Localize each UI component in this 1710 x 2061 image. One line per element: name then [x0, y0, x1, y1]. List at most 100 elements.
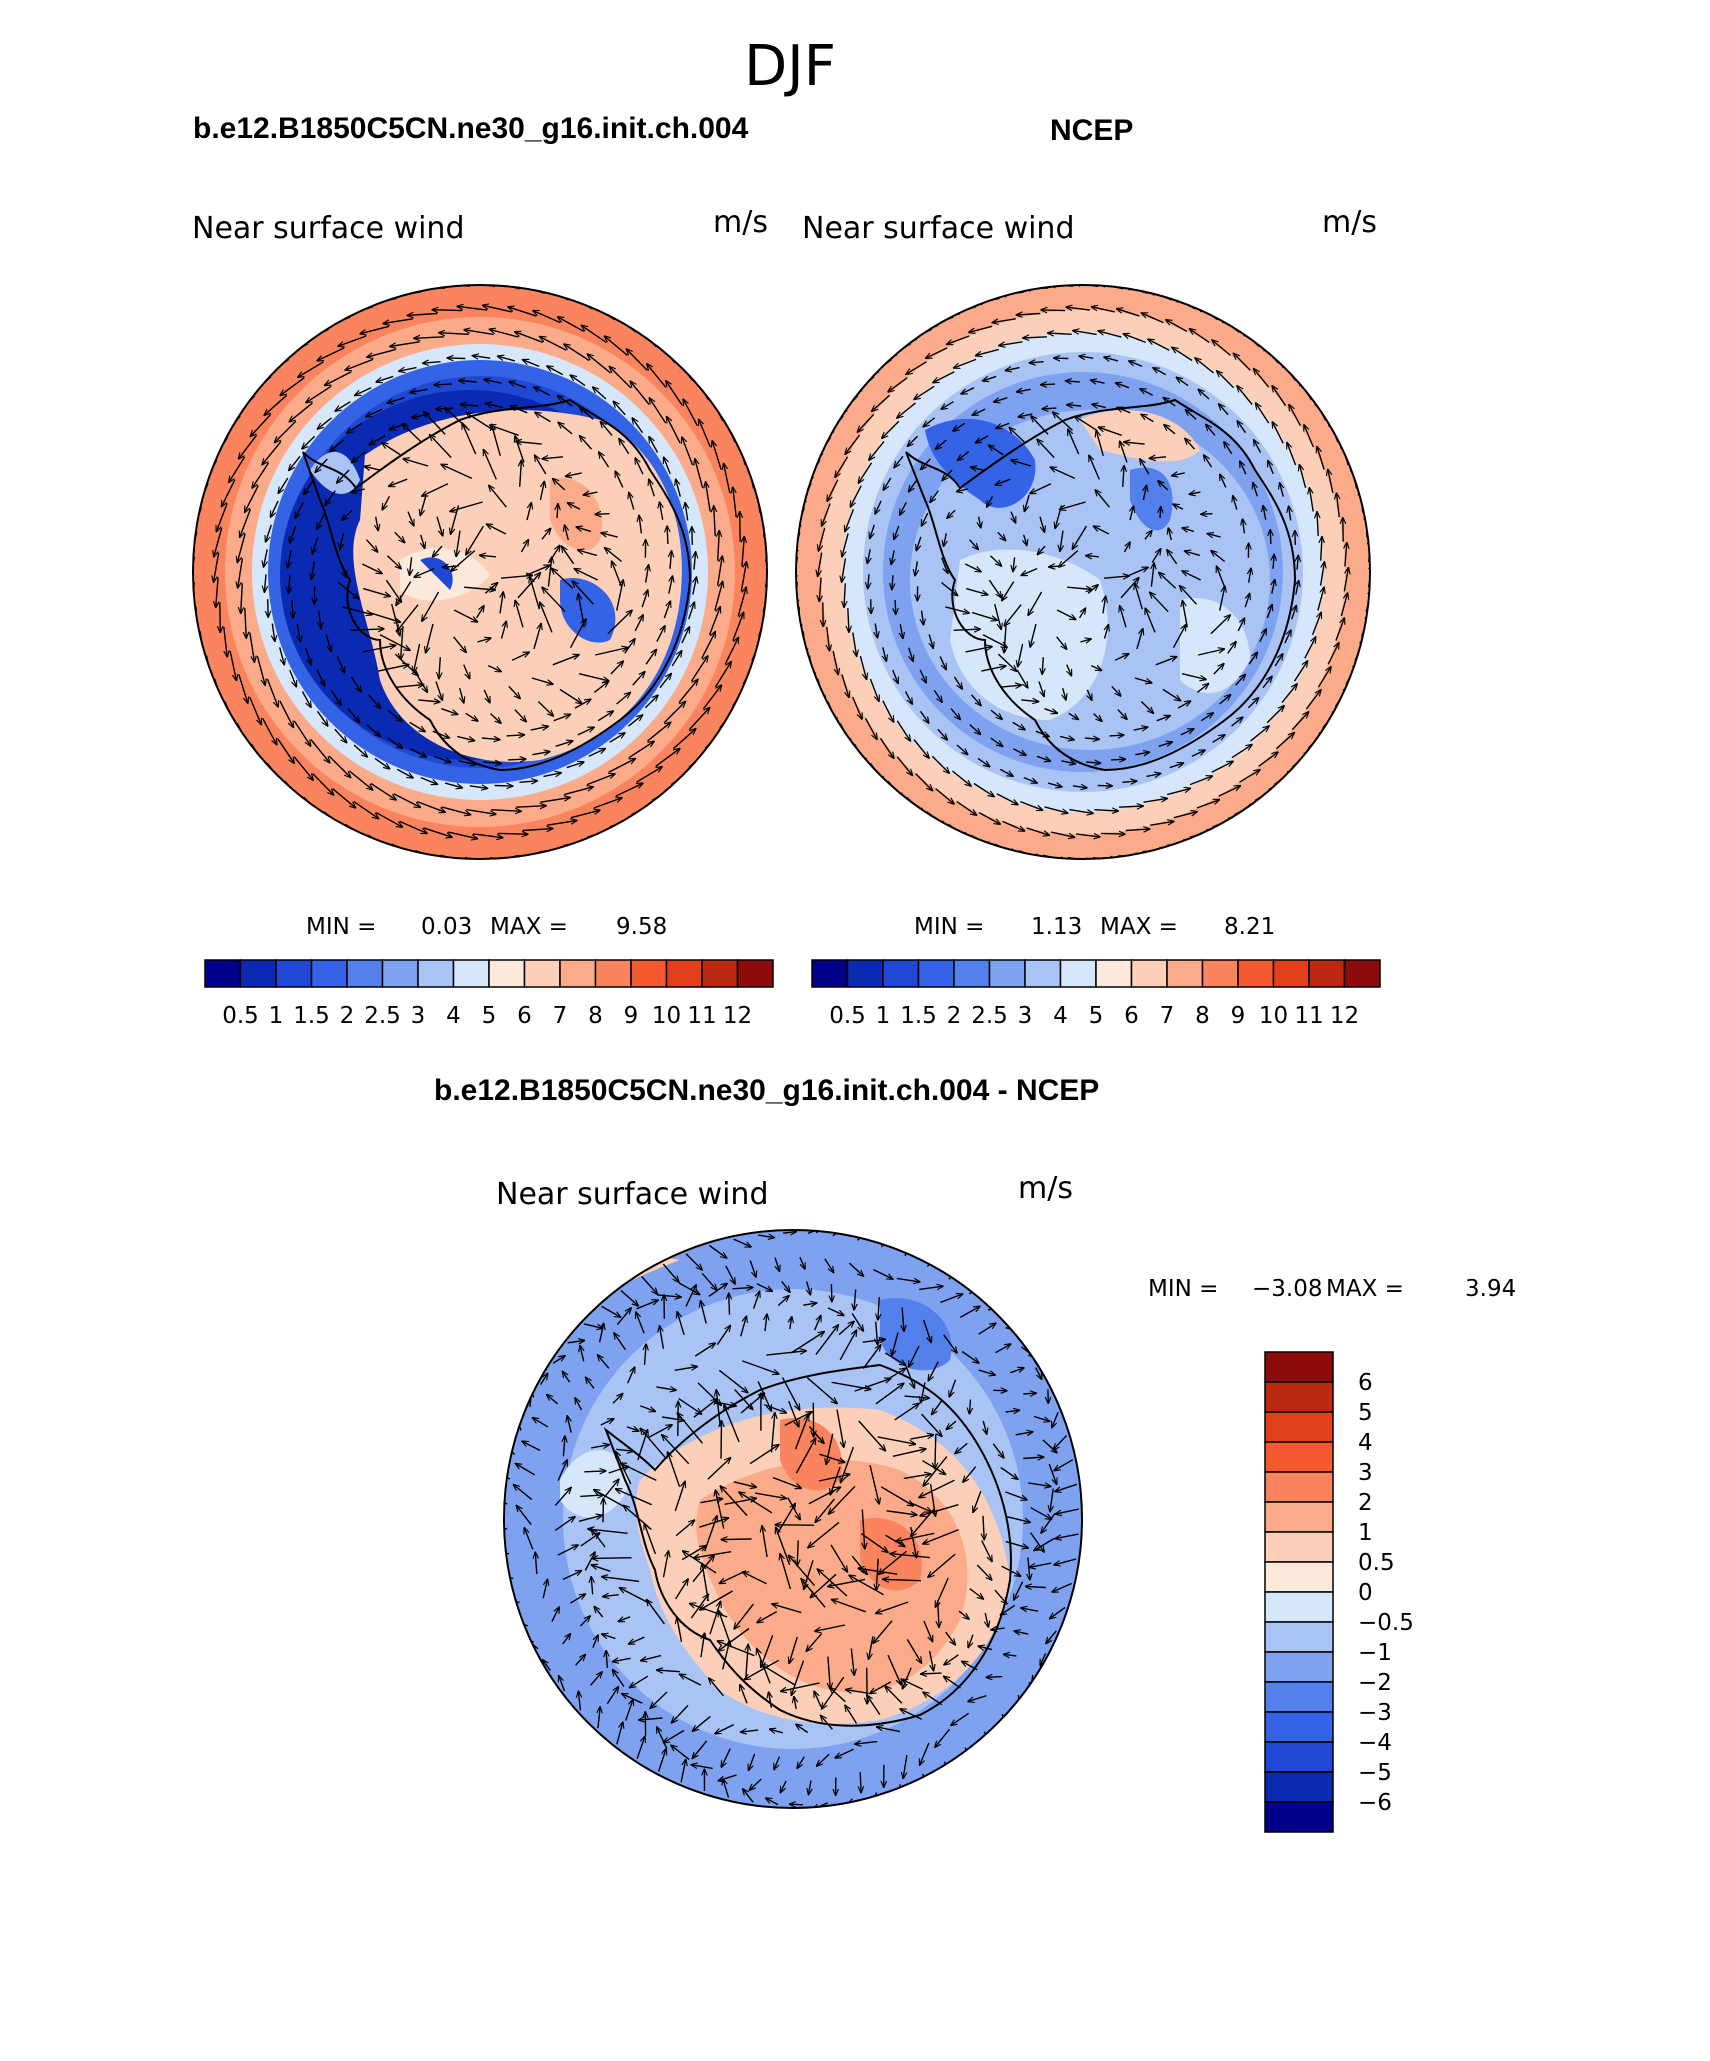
wind-vector [1272, 422, 1284, 444]
colorbar-tick-label: 6 [517, 1003, 532, 1029]
wind-vector [289, 575, 291, 593]
wind-vector [480, 555, 496, 557]
wind-vector [1220, 474, 1227, 488]
wind-vector [350, 629, 385, 631]
wind-vector [593, 681, 608, 693]
wind-vector [1104, 576, 1129, 578]
wind-vector [851, 1648, 854, 1676]
wind-vector [615, 783, 643, 797]
wind-vector [1133, 727, 1148, 730]
wind-vector [367, 694, 381, 708]
colorbar-swatch [310, 959, 348, 988]
model-colorbar: 0.5 1 1.5 2 2.5 3 4 5 6 7 8 9 10 11 12 [204, 959, 774, 1029]
colorbar-tick-label: 1.5 [293, 1003, 330, 1029]
colorbar-tick-label: 12 [1330, 1003, 1359, 1029]
wind-vector [1158, 742, 1173, 747]
model-case-title: b.e12.B1850C5CN.ne30_g16.init.ch.004 [193, 112, 749, 145]
wind-vector [672, 729, 695, 750]
wind-vector [832, 650, 838, 675]
wind-vector [298, 361, 324, 378]
wind-vector [894, 525, 900, 540]
wind-vector [663, 601, 670, 619]
colorbar-swatch [239, 959, 277, 988]
wind-vector [817, 1569, 848, 1597]
wind-vector [964, 563, 981, 572]
wind-vector [396, 685, 424, 688]
wind-vector [1030, 623, 1037, 647]
wind-vector [935, 1434, 936, 1469]
wind-vector [434, 384, 453, 385]
wind-vector [422, 483, 449, 496]
colorbar-tick-label: −2 [1358, 1670, 1392, 1696]
wind-vector [453, 609, 477, 622]
wind-vector [487, 664, 501, 672]
wind-vector [999, 685, 1022, 687]
wind-vector [1143, 798, 1168, 803]
wind-vector [797, 1540, 798, 1565]
wind-vector [976, 348, 999, 355]
wind-vector [896, 1532, 935, 1541]
wind-vector [915, 773, 933, 791]
wind-vector [1207, 534, 1221, 538]
figure-title: DJF [744, 34, 836, 99]
obs-units: m/s [1322, 205, 1377, 240]
wind-vector [894, 455, 904, 467]
wind-vector [245, 608, 247, 638]
wind-vector [1021, 700, 1038, 702]
colorbar-swatch [1059, 959, 1097, 988]
wind-vector [868, 574, 869, 588]
wind-vector [806, 1377, 837, 1404]
colorbar-tick-label: 0.5 [222, 1003, 259, 1029]
wind-vector [626, 349, 648, 371]
colorbar-tick-label: 4 [1053, 1003, 1068, 1029]
wind-vector [414, 567, 435, 578]
wind-vector [1345, 543, 1347, 567]
wind-vector [896, 756, 912, 776]
colorbar-tick-label: 1 [876, 1003, 891, 1029]
wind-vector [1237, 618, 1244, 632]
wind-vector [465, 712, 478, 721]
wind-vector [1016, 669, 1028, 688]
wind-vector [305, 647, 312, 665]
wind-vector [1117, 407, 1131, 414]
colorbar-swatch [1343, 959, 1381, 988]
wind-vector [1060, 530, 1063, 552]
wind-vector [517, 573, 540, 599]
wind-vector [670, 551, 672, 569]
colorbar-swatch [701, 959, 739, 988]
colorbar-swatch [1166, 959, 1204, 988]
wind-vector [1023, 337, 1047, 338]
wind-vector [1289, 405, 1302, 427]
colorbar-swatch [917, 959, 955, 988]
wind-vector [882, 420, 900, 438]
wind-vector [572, 581, 595, 605]
wind-vector [956, 744, 968, 755]
wind-vector [261, 717, 277, 744]
wind-vector [724, 464, 731, 494]
wind-vector [347, 422, 363, 433]
wind-vector [1249, 568, 1251, 583]
wind-vector [249, 696, 262, 725]
wind-vector [1140, 700, 1153, 714]
wind-vector [676, 479, 681, 497]
wind-vector [897, 402, 916, 418]
wind-vector [675, 1520, 694, 1537]
wind-vector [743, 1572, 767, 1585]
wind-vector [530, 577, 540, 610]
wind-vector [819, 577, 821, 602]
wind-vector [394, 531, 405, 542]
wind-vector [830, 1544, 847, 1572]
wind-vector [410, 557, 412, 575]
wind-vector [619, 439, 630, 455]
wind-vector [319, 610, 321, 629]
diff-colorbar: 6 5 4 3 2 1 0.5 0 −0.5 −1 −2 −3 −4 −5 −6 [1264, 1351, 1414, 1833]
wind-vector [1234, 353, 1251, 371]
wind-vector [519, 781, 537, 783]
wind-vector [1020, 800, 1042, 811]
wind-vector [522, 829, 553, 831]
colorbar-tick-label: 1 [1358, 1520, 1373, 1546]
wind-vector [1240, 461, 1247, 475]
wind-vector [497, 833, 528, 834]
wind-vector [1074, 285, 1099, 288]
wind-vector [982, 634, 1007, 648]
